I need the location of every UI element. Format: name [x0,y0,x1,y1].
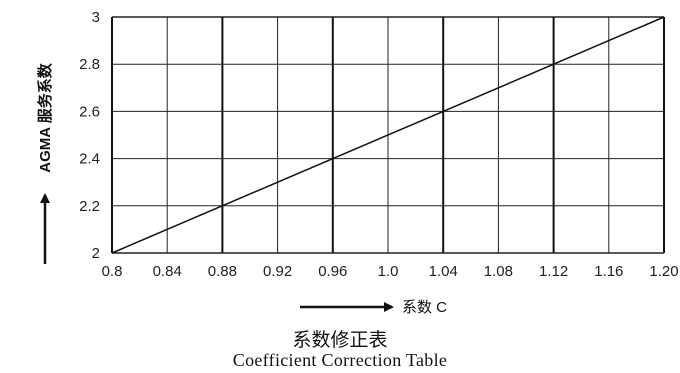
x-tick-label: 1.20 [649,263,678,280]
x-tick-label: 1.16 [594,263,623,280]
series [111,16,665,254]
x-tick-label: 1.04 [429,263,458,280]
y-tick-label: 3 [92,9,100,26]
x-tick-label: 0.84 [153,263,182,280]
y-tick-label: 2.6 [79,103,100,120]
y-tick-label: 2.2 [79,198,100,215]
x-tick-label: 1.08 [484,263,513,280]
grid [111,16,665,254]
x-tick-label: 0.88 [208,263,237,280]
x-tick-label: 0.96 [318,263,347,280]
y-tick-labels: 2 2.2 2.4 2.6 2.8 3 [79,9,100,262]
x-tick-label: 0.92 [263,263,292,280]
x-tick-label: 1.12 [539,263,568,280]
series-line [111,16,665,254]
x-tick-label: 1.0 [378,263,399,280]
x-tick-label: 0.8 [102,263,123,280]
chart-title: 系数修正表 [292,329,388,351]
x-axis-label: 系数 C [402,299,447,316]
y-axis-label: AGMA 服务系数 [36,62,54,172]
x-tick-labels: 0.8 0.84 0.88 0.92 0.96 1.0 1.04 1.08 1.12 1.16 1.… [102,263,679,280]
y-tick-label: 2.8 [79,56,100,73]
chart-subtitle: Coefficient Correction Table [232,350,448,370]
y-tick-label: 2 [92,245,100,262]
y-tick-label: 2.4 [79,151,100,168]
